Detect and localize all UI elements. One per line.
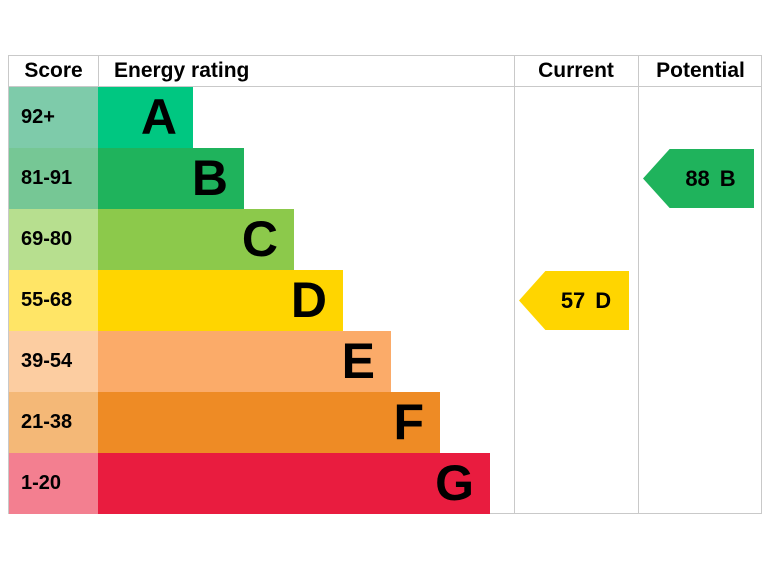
header-score: Score [24, 59, 83, 82]
potential-rating-letter: B [719, 165, 736, 191]
score-range-E: 39-54 [9, 331, 98, 392]
potential-column-divider [638, 56, 639, 513]
score-range-B: 81-91 [9, 148, 98, 209]
rating-row-F: 21-38 F [9, 392, 761, 453]
potential-rating-arrow: 88 B [643, 149, 754, 208]
header-energy-rating: Energy rating [114, 59, 250, 82]
band-bar-G: G [98, 453, 490, 514]
epc-rating-table: Score Energy rating Current Potential 92… [8, 55, 762, 514]
score-range-D: 55-68 [9, 270, 98, 331]
rating-row-D: 55-68 D [9, 270, 761, 331]
score-range-F: 21-38 [9, 392, 98, 453]
header-divider [9, 86, 761, 87]
current-rating-letter: D [595, 287, 612, 313]
current-rating-value: 57 [560, 287, 586, 313]
band-bar-B: B [98, 148, 244, 209]
score-range-C: 69-80 [9, 209, 98, 270]
band-bar-A: A [98, 87, 193, 148]
rating-row-E: 39-54 E [9, 331, 761, 392]
rating-row-C: 69-80 C [9, 209, 761, 270]
rating-row-G: 1-20 G [9, 453, 761, 514]
band-bar-F: F [98, 392, 440, 453]
score-column-divider [98, 56, 99, 86]
header-potential: Potential [656, 59, 745, 82]
current-column-divider [514, 56, 515, 513]
score-range-G: 1-20 [9, 453, 98, 514]
header-current: Current [538, 59, 614, 82]
band-bar-D: D [98, 270, 343, 331]
rating-row-B: 81-91 B [9, 148, 761, 209]
rating-row-A: 92+ A [9, 87, 761, 148]
potential-rating-value: 88 [685, 165, 710, 191]
score-range-A: 92+ [9, 87, 98, 148]
band-bar-C: C [98, 209, 294, 270]
current-rating-arrow: 57 D [519, 271, 629, 330]
band-bar-E: E [98, 331, 391, 392]
